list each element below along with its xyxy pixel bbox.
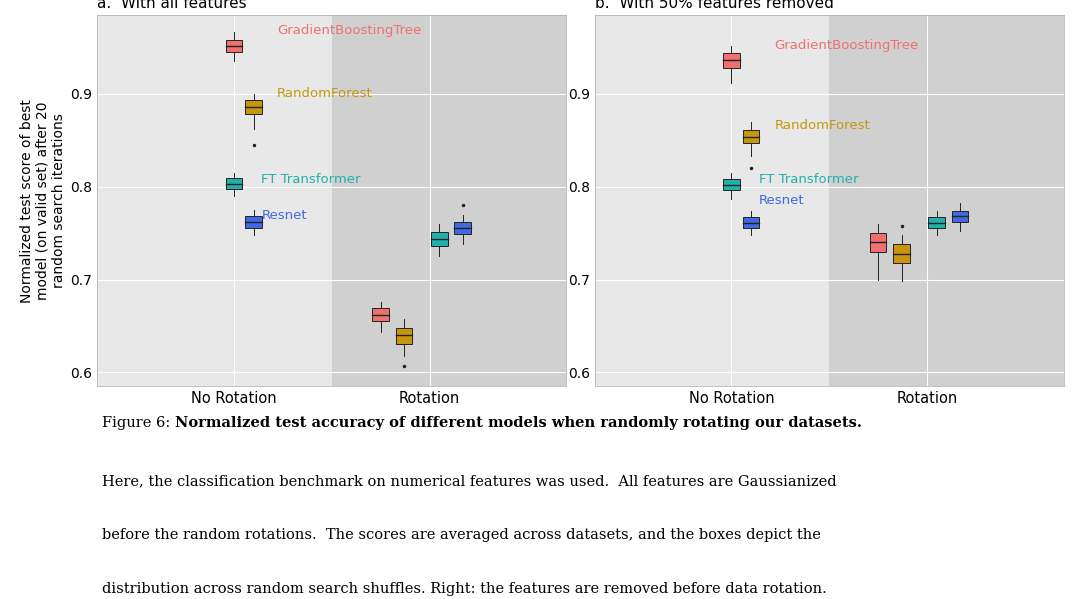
Text: b.  With 50% features removed: b. With 50% features removed	[595, 0, 834, 11]
Text: Figure 6:: Figure 6:	[102, 416, 175, 430]
Bar	[455, 222, 471, 234]
Bar	[724, 53, 740, 68]
Bar	[245, 101, 262, 114]
Bar	[332, 15, 566, 386]
Bar	[929, 217, 945, 228]
Text: Normalized test accuracy of different models when randomly rotating our datasets: Normalized test accuracy of different mo…	[175, 416, 862, 430]
Bar	[245, 216, 262, 228]
Y-axis label: Normalized test score of best
model (on valid set) after 20
random search iterat: Normalized test score of best model (on …	[19, 99, 66, 302]
Bar	[226, 179, 242, 189]
Text: FT Transformer: FT Transformer	[261, 173, 361, 186]
Bar	[869, 233, 887, 252]
Bar	[743, 217, 759, 228]
Text: Resnet: Resnet	[759, 194, 805, 207]
Bar	[893, 244, 909, 263]
Bar	[373, 308, 389, 321]
Text: before the random rotations.  The scores are averaged across datasets, and the b: before the random rotations. The scores …	[102, 528, 821, 541]
Text: RandomForest: RandomForest	[278, 87, 373, 101]
Text: distribution across random search shuffles. Right: the features are removed befo: distribution across random search shuffl…	[102, 582, 827, 597]
Bar	[724, 179, 740, 190]
Text: FT Transformer: FT Transformer	[759, 173, 859, 186]
Text: GradientBoostingTree: GradientBoostingTree	[774, 39, 919, 52]
Bar	[431, 232, 447, 246]
Text: GradientBoostingTree: GradientBoostingTree	[278, 24, 421, 37]
Bar	[951, 211, 969, 222]
Text: RandomForest: RandomForest	[774, 119, 870, 132]
Bar	[226, 40, 242, 52]
Bar	[743, 130, 759, 143]
Bar	[396, 328, 413, 344]
Text: a.  With all features: a. With all features	[97, 0, 247, 11]
Text: Here, the classification benchmark on numerical features was used.  All features: Here, the classification benchmark on nu…	[102, 475, 837, 489]
Bar	[829, 15, 1064, 386]
Text: Resnet: Resnet	[261, 209, 307, 222]
